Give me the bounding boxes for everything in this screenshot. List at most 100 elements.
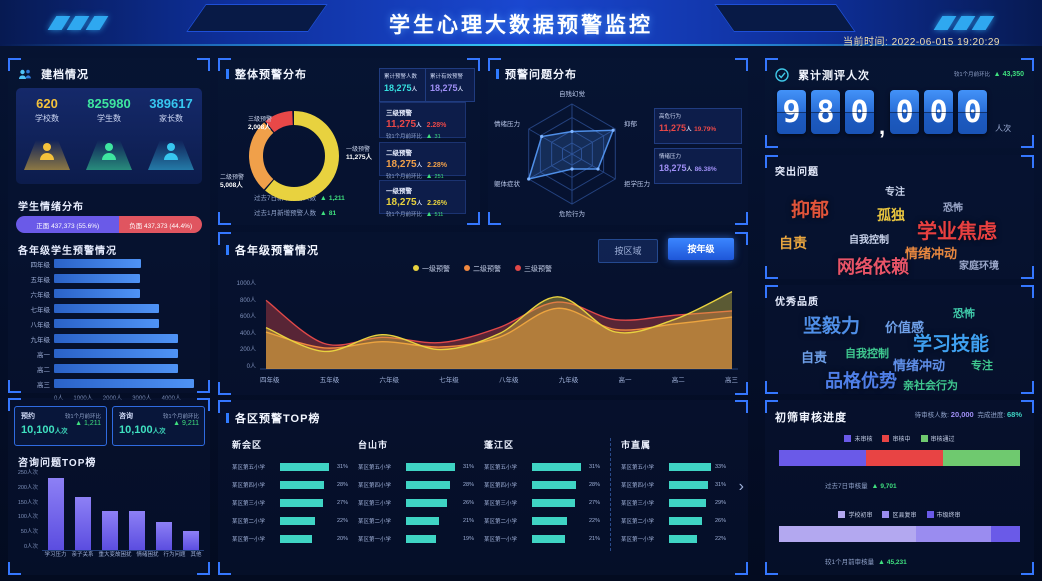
axis-tick: 八年级 — [499, 377, 519, 384]
district-row: 某区第二小学 21% — [358, 515, 476, 526]
bar-track — [669, 534, 712, 543]
bar-percent: 28% — [463, 481, 475, 488]
cloud-word: 专注 — [971, 360, 993, 372]
tab-by-grade[interactable]: 按年级 — [668, 238, 734, 260]
corner-decoration — [8, 58, 21, 71]
corner-decoration — [1021, 155, 1034, 168]
corner-decoration — [1021, 381, 1034, 394]
legend-item: 一级预警 — [413, 264, 450, 274]
legend-dot — [464, 265, 470, 271]
district-column: 新会区 某区第五小学 31% 某区第四小学 28% 某区第三小学 27% 某区第二小学 22% 某… — [232, 438, 358, 551]
slice-name: 三级预警 — [248, 117, 273, 123]
bar-percent: 27% — [337, 499, 349, 506]
district-row-label: 某区第三小学 — [621, 500, 655, 507]
bar-segment — [991, 526, 1020, 542]
bar-track — [54, 364, 200, 373]
filing-stat-value: 620 — [36, 96, 58, 111]
district-row: 某区第四小学 28% — [484, 479, 602, 490]
review-head-stats: 待审核人数: 20,000 完成进度: 68% — [914, 410, 1022, 419]
bar — [406, 498, 448, 507]
carousel-next-arrow[interactable]: › — [738, 478, 744, 495]
bar-row: 高二 — [16, 363, 200, 374]
corner-decoration — [467, 212, 480, 225]
up-arrow-icon: ▲ — [871, 483, 879, 490]
bar-category-label: 五年级 — [30, 276, 51, 284]
axis-tick: 50人次 — [20, 529, 38, 536]
corner-decoration — [735, 382, 748, 395]
bar-percent: 33% — [715, 463, 727, 470]
people-icon — [19, 69, 31, 79]
svg-text:情绪压力: 情绪压力 — [494, 119, 520, 128]
radar-title: 预警问题分布 — [496, 66, 577, 82]
corner-decoration — [218, 232, 231, 245]
cloud-word: 恐怖 — [943, 203, 963, 214]
corner-decoration — [197, 562, 210, 575]
cloud-word: 家庭环境 — [959, 261, 999, 272]
bar — [128, 511, 145, 550]
warning-level-card: 三级预警 11,275人 2.28% 较1个月前环比 ▲ 31 — [379, 102, 466, 140]
donut-slice-label: 一级预警 11,275人 — [346, 146, 372, 162]
bar — [669, 516, 702, 525]
radar-stat-box: 情绪压力 18,275人 86.38% — [654, 148, 742, 184]
axis-tick: 200人 — [239, 347, 256, 354]
svg-text:危险行为: 危险行为 — [559, 209, 585, 218]
bar — [669, 480, 709, 489]
school-icon — [24, 130, 70, 170]
bar-percent: 31% — [589, 463, 601, 470]
axis-tick: 3000人 — [132, 396, 152, 402]
emotion-distribution-bar: 正面 437,373 (55.6%) 负面 437,373 (44.4%) — [16, 216, 202, 233]
box-value: 11,275人 19.79% — [659, 123, 717, 133]
filing-title: 建档情况 — [18, 66, 89, 82]
corner-decoration — [218, 382, 231, 395]
vbar-y-axis: 250人次 200人次 150人次 100人次 50人次 0人次 — [12, 468, 42, 550]
review-note-2: 较1个月前审核量 ▲ 45,231 — [825, 559, 907, 566]
donut-slice-label: 三级预警 2,008人 — [248, 116, 272, 132]
filing-stat-value: 825980 — [87, 96, 131, 111]
school-icon — [40, 143, 54, 160]
bar-category-label: 高三 — [37, 381, 50, 389]
slice-value: 5,008人 — [220, 182, 243, 189]
consult-stat-box: 咨询 10,100人次 较1个月前环比 ▲ 9,211 — [112, 406, 205, 446]
bar-row: 五年级 — [16, 273, 200, 284]
emotion-negative-segment: 负面 437,373 (44.4%) — [119, 216, 202, 233]
district-row: 某区第四小学 28% — [358, 479, 476, 490]
district-row-label: 某区第四小学 — [232, 482, 266, 489]
bar-track — [280, 534, 334, 543]
cloud-word: 专注 — [885, 187, 905, 198]
warning-level-donut-chart — [249, 111, 339, 201]
district-row: 某区第四小学 28% — [232, 479, 350, 490]
area-title: 各年级预警情况 — [226, 242, 319, 258]
flip-counter: 9 8 0, 0 0 0 人次 — [777, 90, 1011, 139]
district-row-label: 某区第五小学 — [621, 464, 655, 471]
bar — [669, 534, 697, 543]
corner-decoration — [735, 232, 748, 245]
overall-total-box: 累计预警人数 18,275人 — [379, 68, 429, 102]
card-label: 二级预警 — [386, 150, 412, 157]
corner-decoration — [1021, 400, 1034, 413]
bar-track — [669, 516, 712, 525]
review-title: 初筛审核进度 — [775, 412, 847, 424]
panel-assessment-counter: 累计测评人次 较1个月前环比 ▲ 43,350 9 8 0, 0 0 0 人次 — [765, 58, 1034, 148]
legend-item: 市级终审 — [926, 510, 961, 519]
corner-decoration — [765, 135, 778, 148]
bar-percent: 22% — [337, 517, 349, 524]
bar — [54, 319, 159, 328]
bar-track — [406, 498, 460, 507]
axis-tick: 0人 — [54, 396, 64, 402]
bar — [669, 462, 711, 471]
bar-column — [155, 468, 172, 550]
bar-track — [669, 462, 712, 471]
consult-top-title: 咨询问题TOP榜 — [18, 458, 97, 469]
bar-column — [47, 468, 64, 550]
slice-value: 11,275人 — [346, 154, 373, 161]
cloud-word: 自我控制 — [845, 348, 889, 360]
svg-text:抑郁: 抑郁 — [624, 119, 638, 128]
bar-row: 高三 — [16, 378, 200, 389]
district-row: 某区第三小学 27% — [484, 497, 602, 508]
bar — [532, 498, 575, 507]
card-label: 三级预警 — [386, 110, 412, 117]
axis-tick: 100人次 — [17, 514, 38, 521]
digit-separator: , — [879, 114, 886, 139]
tab-by-region[interactable]: 按区域 — [598, 239, 658, 263]
bar — [54, 289, 140, 298]
